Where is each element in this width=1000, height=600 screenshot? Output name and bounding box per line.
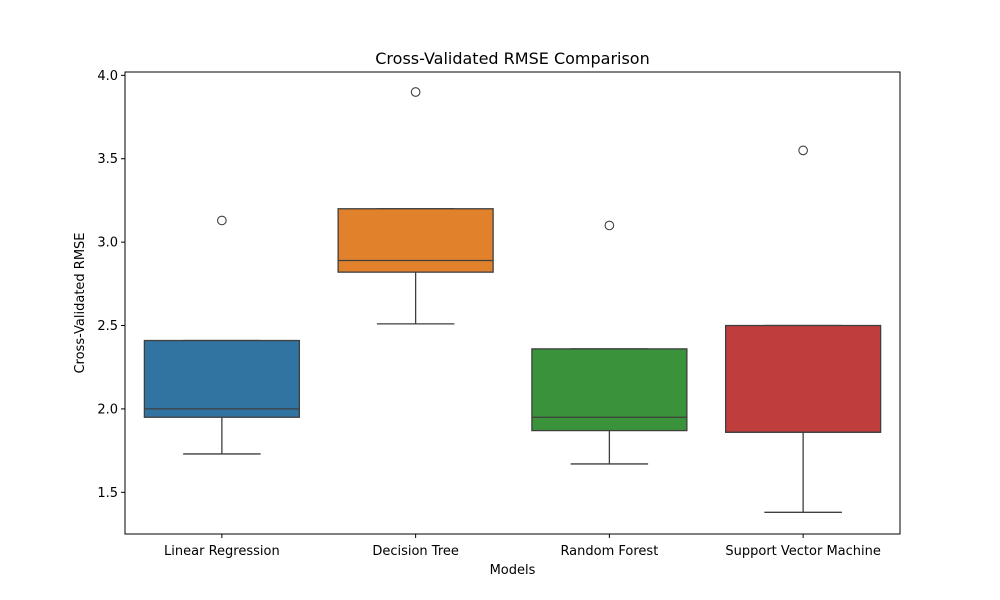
chart-title: Cross-Validated RMSE Comparison (375, 49, 649, 68)
y-tick-label: 3.5 (97, 152, 118, 167)
box-group (143, 215, 301, 455)
x-axis: Linear Regression Decision Tree Random For… (164, 534, 881, 559)
plot-frame (124, 71, 901, 535)
box (531, 348, 688, 432)
outlier-point (410, 87, 421, 97)
plot-area (143, 87, 882, 513)
box (143, 339, 301, 418)
outlier-point (798, 145, 808, 156)
x-tick-label: Random Forest (560, 544, 658, 559)
y-tick-label: 2.0 (97, 402, 118, 417)
y-axis: 1.5 2.0 2.5 3.0 3.5 4.0 (97, 69, 125, 501)
outlier-point (217, 215, 227, 226)
box-group (531, 220, 688, 465)
x-axis-label: Models (490, 563, 536, 578)
box (724, 324, 882, 433)
x-tick-label: Support Vector Machine (725, 544, 881, 559)
outlier-point (604, 220, 615, 231)
box-group (724, 145, 882, 513)
x-tick-label: Linear Regression (164, 544, 280, 559)
y-tick-label: 1.5 (97, 486, 118, 501)
y-axis-label: Cross-Validated RMSE (73, 232, 88, 373)
x-tick-label: Decision Tree (372, 544, 459, 559)
box (337, 208, 494, 273)
box-group (337, 87, 494, 325)
y-tick-label: 4.0 (97, 69, 118, 84)
y-tick-label: 3.0 (97, 236, 118, 251)
y-tick-label: 2.5 (97, 319, 118, 334)
